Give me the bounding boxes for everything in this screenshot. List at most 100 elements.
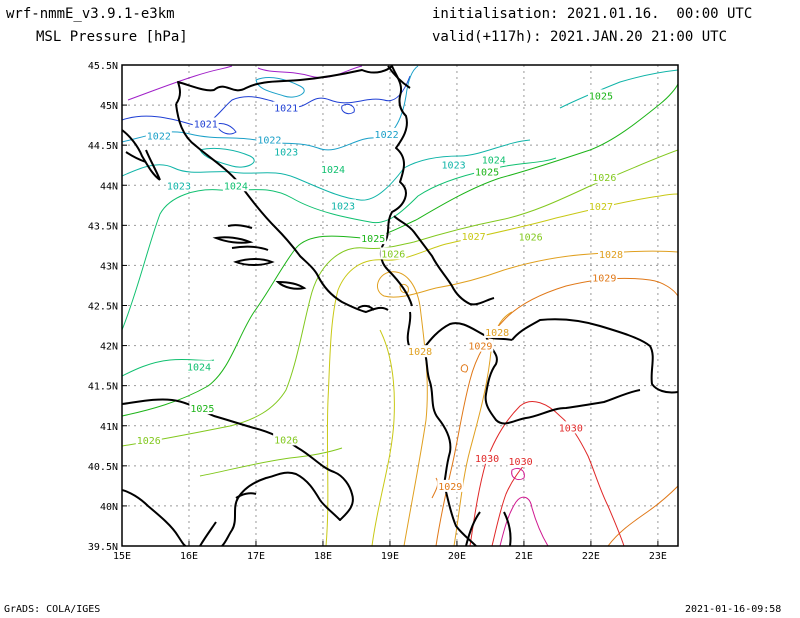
contour-label-bg: [437, 479, 464, 492]
contour-label-bg: [222, 179, 249, 192]
isobar-label: 1030: [559, 423, 583, 434]
contour-label-bg: [330, 199, 357, 212]
isobar-label: 1029: [592, 273, 616, 284]
y-tick-label: 40N: [100, 502, 118, 513]
isobar-label: 1024: [321, 165, 345, 176]
isobar-1020: [127, 65, 363, 101]
y-tick-label: 39.5N: [88, 542, 118, 553]
y-tick-label: 44.5N: [88, 141, 118, 152]
contour-label-bg: [360, 232, 387, 245]
contour-label-bg: [591, 271, 618, 284]
isobar-label: 1025: [475, 168, 499, 179]
isobar-label: 1025: [190, 404, 214, 415]
isobar-label: 1022: [257, 136, 281, 147]
y-axis-ticks: 45.5N 45N 44.5N 44N 43.5N 43N 42.5N 42N 41.5N 41N…: [88, 61, 127, 553]
isobar-label: 1025: [589, 91, 613, 102]
isobar-label: 1021: [274, 103, 298, 114]
isobar-1030: [469, 401, 625, 546]
contour-label-bg: [474, 451, 501, 464]
contour-label-bg: [460, 229, 487, 242]
isobar-label: 1028: [408, 347, 432, 358]
contour-label-bg: [507, 455, 534, 468]
isobar-label: 1023: [274, 148, 298, 159]
coastlines-borders: [122, 65, 678, 546]
x-tick-label: 20E: [448, 551, 466, 562]
contour-label-bg: [320, 163, 347, 176]
contour-label-bg: [591, 171, 618, 184]
isobar-label: 1029: [438, 482, 462, 493]
isobar-label: 1021: [194, 120, 218, 131]
isobar-1027: [325, 193, 678, 546]
contour-label-bg: [373, 127, 400, 140]
isobar-1022: [122, 65, 419, 151]
contour-label-bg: [480, 153, 507, 166]
isobar-label: 1022: [147, 132, 171, 143]
render-timestamp: 2021-01-16-09:58: [685, 604, 782, 615]
initialisation-time: initialisation: 2021.01.16. 00:00 UTC: [432, 6, 753, 22]
isobar-label: 1027: [589, 202, 613, 213]
contour-label-bg: [186, 360, 213, 373]
y-tick-label: 41.5N: [88, 382, 118, 393]
isobar-label: 1026: [592, 173, 616, 184]
contour-label-bg: [407, 345, 434, 358]
contour-label-bg: [467, 339, 494, 352]
contour-label-bg: [165, 179, 192, 192]
isobar-label: 1022: [375, 130, 399, 141]
variable-title: MSL Pressure [hPa]: [36, 29, 188, 45]
isobar-label: 1026: [274, 435, 298, 446]
grads-credit: GrADS: COLA/IGES: [4, 604, 101, 615]
isobar-1025: [122, 83, 678, 417]
isobar-label: 1023: [442, 160, 466, 171]
isobar-label: 1028: [485, 328, 509, 339]
isobar-label: 1026: [519, 233, 543, 244]
contour-label-bg: [598, 248, 625, 261]
contour-label-bg: [517, 230, 544, 243]
x-tick-label: 21E: [515, 551, 533, 562]
contour-label-bg: [440, 158, 467, 171]
isobar-label: 1024: [482, 156, 506, 167]
model-title: wrf-nmmE_v3.9.1-e3km: [6, 6, 175, 22]
x-tick-label: 16E: [180, 551, 198, 562]
isobar-1026: [122, 149, 678, 477]
x-tick-label: 15E: [113, 551, 131, 562]
contour-label-bg: [474, 165, 501, 178]
isobar-label: 1024: [187, 362, 211, 373]
y-tick-label: 43.5N: [88, 221, 118, 232]
contour-label-bg: [256, 133, 283, 146]
isobar-label: 1027: [462, 232, 486, 243]
y-tick-label: 42N: [100, 342, 118, 353]
islands: [125, 151, 375, 311]
contour-label-bg: [557, 421, 584, 434]
isobar-label: 1030: [509, 457, 533, 468]
contour-label-bg: [192, 117, 219, 130]
contour-label-bg: [587, 89, 614, 102]
x-tick-label: 22E: [582, 551, 600, 562]
x-axis-ticks: 15E 16E 17E 18E 19E 20E 21E 22E 23E: [113, 541, 667, 562]
isobar-1031: [499, 467, 549, 546]
contour-label-bg: [484, 325, 511, 338]
y-tick-label: 44N: [100, 181, 118, 192]
x-tick-label: 18E: [314, 551, 332, 562]
contour-label-bg: [189, 402, 216, 415]
isobar-1029: [431, 277, 678, 546]
contour-label-bg: [380, 247, 407, 260]
isobar-label: 1024: [224, 181, 248, 192]
contour-label-bg: [135, 434, 162, 447]
contour-label-bg: [587, 200, 614, 213]
isobar-label: 1026: [137, 436, 161, 447]
x-tick-label: 17E: [247, 551, 265, 562]
contour-label-bg: [273, 145, 300, 158]
contour-label-bg: [273, 433, 300, 446]
y-tick-label: 45.5N: [88, 61, 118, 72]
y-tick-label: 40.5N: [88, 462, 118, 473]
valid-time: valid(+117h): 2021.JAN.20 21:00 UTC: [432, 29, 728, 45]
isobar-label: 1030: [475, 454, 499, 465]
isobar-label: 1026: [381, 249, 405, 260]
contour-label-bg: [273, 101, 300, 114]
y-tick-label: 41N: [100, 422, 118, 433]
isobar-label: 1023: [331, 201, 355, 212]
lat-lon-grid: [122, 65, 678, 546]
isobar-label: 1023: [167, 181, 191, 192]
